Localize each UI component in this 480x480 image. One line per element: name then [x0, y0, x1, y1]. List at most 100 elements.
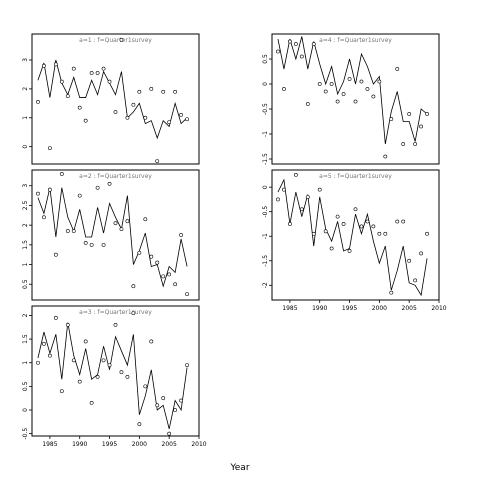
y-tick-label: 0.5 — [262, 54, 269, 64]
data-point — [149, 86, 154, 91]
data-point — [131, 102, 136, 107]
data-point — [287, 222, 292, 226]
x-axis-title: Year — [229, 463, 249, 473]
data-point — [341, 92, 346, 96]
data-point — [377, 231, 382, 236]
data-point — [323, 229, 328, 234]
data-point — [77, 105, 82, 110]
y-tick-label: 2 — [22, 87, 29, 91]
data-point — [276, 49, 280, 54]
data-point — [95, 185, 100, 190]
data-point — [185, 363, 189, 367]
data-point — [101, 242, 106, 247]
data-point — [305, 102, 310, 106]
data-point — [36, 99, 40, 104]
data-point — [47, 187, 52, 192]
data-point — [335, 99, 340, 104]
x-tick-label: 2000 — [372, 305, 387, 312]
y-tick-label: 1.5 — [22, 240, 29, 250]
data-point — [83, 118, 88, 123]
data-point — [143, 115, 148, 120]
data-point — [311, 231, 316, 236]
y-tick-label: -1.5 — [262, 255, 269, 267]
data-point — [365, 219, 370, 224]
y-tick-label: 1 — [22, 262, 29, 266]
y-tick-label: 0 — [262, 82, 269, 86]
data-point — [89, 71, 94, 75]
data-point — [137, 89, 142, 94]
data-point — [282, 87, 286, 91]
data-point — [155, 260, 160, 265]
data-point — [149, 339, 154, 344]
data-point — [113, 110, 118, 114]
data-point — [167, 272, 172, 277]
y-tick-label: -1 — [262, 233, 269, 239]
data-point — [383, 154, 388, 159]
data-point — [47, 146, 52, 151]
data-point — [125, 375, 130, 379]
data-point — [383, 231, 388, 236]
data-point — [347, 249, 352, 253]
data-point — [119, 370, 124, 375]
data-point — [155, 159, 160, 164]
panel-strip-label: a=1 : f=Quarter1survey — [79, 37, 152, 44]
data-point — [341, 222, 346, 226]
data-point — [83, 339, 88, 344]
x-tick-label: 2010 — [431, 305, 446, 312]
data-point — [377, 79, 382, 84]
panel-2: a=2 : f=Quarter1survey 0.5 1 1.5 2 2.5 3 — [22, 169, 200, 301]
panel-4: a=4 : f=Quarter1survey -1.5 -1 -0.5 0 0.5 — [262, 33, 440, 165]
data-point — [107, 79, 112, 84]
data-point — [359, 224, 364, 229]
data-point — [161, 274, 166, 279]
x-tick-label: 1995 — [102, 441, 117, 448]
data-point — [71, 229, 76, 233]
y-tick-label: -0.5 — [262, 103, 269, 115]
panel-frame — [271, 169, 440, 301]
data-point — [419, 124, 424, 129]
data-point — [419, 251, 424, 256]
data-point — [36, 191, 40, 196]
data-point — [395, 67, 400, 71]
data-point — [89, 401, 94, 405]
y-tick-label: 3 — [22, 184, 29, 188]
data-point — [42, 341, 46, 346]
data-point — [389, 117, 394, 121]
data-point — [179, 112, 184, 117]
data-point — [59, 79, 64, 84]
x-tick-label: 2005 — [162, 441, 177, 448]
data-point — [335, 214, 340, 219]
data-point — [389, 290, 394, 295]
series-line — [37, 187, 188, 288]
data-point — [107, 363, 112, 367]
panel-3: a=3 : f=Quarter1survey -0.5 0 0.5 1 1.5 2 1985 1… — [22, 305, 207, 448]
data-point — [89, 242, 94, 247]
data-point — [83, 240, 88, 245]
data-point — [167, 120, 172, 125]
data-point — [137, 422, 142, 427]
data-point — [59, 172, 64, 176]
data-point — [161, 89, 166, 94]
y-tick-label: -0.5 — [262, 206, 269, 218]
panel-strip-label: a=5 : f=Quarter1survey — [319, 173, 392, 180]
y-tick-label: 2 — [22, 223, 29, 227]
x-tick-label: 1985 — [42, 441, 57, 448]
data-point — [173, 89, 178, 94]
series-line — [277, 178, 428, 297]
data-point — [125, 115, 130, 120]
y-tick-label: -2 — [262, 282, 269, 288]
data-point — [71, 66, 76, 71]
data-point — [95, 375, 100, 379]
data-point — [36, 360, 40, 365]
x-tick-label: 1990 — [72, 441, 87, 448]
data-point — [293, 173, 298, 177]
data-point — [47, 353, 52, 358]
data-point — [185, 292, 189, 296]
data-point — [42, 215, 46, 220]
data-point — [311, 42, 316, 46]
data-point — [293, 42, 298, 46]
data-point — [107, 181, 112, 186]
data-point — [329, 82, 334, 86]
panel-strip-label: a=3 : f=Quarter1survey — [79, 309, 152, 316]
data-point — [371, 94, 376, 99]
